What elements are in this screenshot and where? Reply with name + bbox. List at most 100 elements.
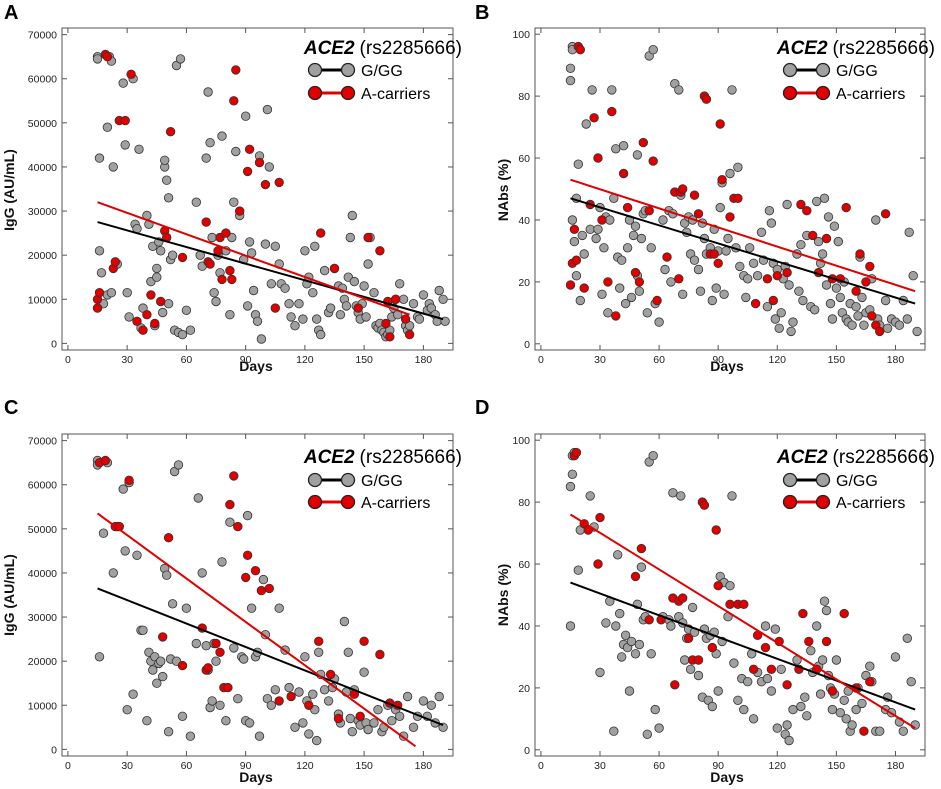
y-tick-label: 0 xyxy=(524,745,530,757)
point-gg xyxy=(597,289,607,300)
point-gg xyxy=(646,243,656,253)
point-a-carrier xyxy=(132,316,142,327)
point-gg xyxy=(229,197,239,207)
snp-id: (rs2285666) xyxy=(833,447,935,468)
x-axis-label: Days xyxy=(710,358,744,374)
point-gg xyxy=(648,45,658,55)
point-gg xyxy=(725,581,735,591)
point-a-carrier xyxy=(715,119,725,129)
point-gg xyxy=(831,655,842,665)
point-gg xyxy=(258,574,269,585)
point-gg xyxy=(605,215,615,225)
point-a-carrier xyxy=(229,96,239,106)
point-gg xyxy=(802,711,812,721)
legend-marker-a xyxy=(782,85,798,101)
point-a-carrier xyxy=(177,252,188,263)
point-gg xyxy=(727,491,737,501)
x-tick-label: 90 xyxy=(240,760,252,772)
point-gg xyxy=(312,735,322,746)
point-gg xyxy=(225,517,235,527)
point-gg xyxy=(191,638,202,649)
point-a-carrier xyxy=(385,332,395,342)
gene-name: ACE2 xyxy=(776,447,828,468)
point-gg xyxy=(298,314,308,324)
y-axis-label: IgG (AU/mL) xyxy=(1,149,17,231)
point-gg xyxy=(266,279,277,289)
legend-marker-a xyxy=(815,85,831,101)
point-gg xyxy=(96,268,107,278)
panel-b: B 0 30 60 90 120 150 180 0 20 40 60 80 100 Days NAbs… xyxy=(475,2,935,374)
x-tick-label: 180 xyxy=(887,354,905,366)
point-gg xyxy=(159,155,170,166)
point-a-carrier xyxy=(150,318,160,329)
point-a-carrier xyxy=(211,638,221,649)
point-gg xyxy=(579,249,589,259)
point-gg xyxy=(601,618,611,628)
point-a-carrier xyxy=(260,179,271,190)
point-gg xyxy=(262,104,273,115)
point-gg xyxy=(173,460,184,470)
point-gg xyxy=(599,243,609,253)
point-gg xyxy=(676,491,686,501)
point-gg xyxy=(177,711,188,722)
point-gg xyxy=(713,686,723,696)
point-gg xyxy=(585,224,595,235)
point-a-carrier xyxy=(270,303,281,313)
point-a-carrier xyxy=(766,664,777,675)
point-gg xyxy=(819,193,830,204)
point-gg xyxy=(823,212,834,222)
point-gg xyxy=(782,720,792,730)
legend-label-gg: G/GG xyxy=(836,63,878,80)
point-a-carrier xyxy=(717,174,727,185)
legend-title: ACE2 (rs2285666) xyxy=(303,38,462,59)
point-gg xyxy=(607,85,617,95)
legend-a: A-carriers xyxy=(307,85,430,103)
point-a-carrier xyxy=(138,325,148,335)
point-a-carrier xyxy=(155,296,166,307)
point-a-carrier xyxy=(589,113,599,123)
point-gg xyxy=(839,695,849,706)
x-tick-label: 0 xyxy=(65,760,71,772)
legend-marker-a xyxy=(782,494,798,510)
point-gg xyxy=(152,678,162,688)
point-gg xyxy=(161,175,172,185)
point-gg xyxy=(654,317,664,327)
point-gg xyxy=(857,292,867,303)
point-a-carrier xyxy=(333,713,344,724)
point-gg xyxy=(225,310,235,320)
point-a-carrier xyxy=(571,255,582,265)
panel-label: D xyxy=(475,397,489,419)
point-a-carrier xyxy=(157,632,168,642)
point-gg xyxy=(776,664,786,675)
point-gg xyxy=(827,314,838,324)
point-gg xyxy=(161,570,172,580)
point-a-carrier xyxy=(375,649,385,660)
point-gg xyxy=(812,621,822,631)
point-gg xyxy=(244,237,255,247)
point-a-carrier xyxy=(607,106,617,117)
point-gg xyxy=(426,700,437,711)
point-gg xyxy=(774,323,784,334)
point-gg xyxy=(617,652,627,662)
point-a-carrier xyxy=(391,294,401,305)
point-gg xyxy=(359,281,369,291)
point-gg xyxy=(286,312,296,322)
point-gg xyxy=(207,696,217,706)
point-gg xyxy=(812,196,822,207)
y-tick-label: 10000 xyxy=(28,700,57,712)
x-tick-label: 30 xyxy=(594,354,606,366)
point-a-carrier xyxy=(711,525,721,535)
point-gg xyxy=(256,334,267,344)
point-gg xyxy=(177,329,188,340)
point-gg xyxy=(585,491,595,501)
point-gg xyxy=(630,221,641,231)
point-gg xyxy=(138,625,148,636)
point-gg xyxy=(821,280,832,290)
point-gg xyxy=(880,295,891,306)
point-gg xyxy=(847,320,857,330)
point-gg xyxy=(615,283,625,293)
x-tick-label: 180 xyxy=(415,354,433,366)
point-gg xyxy=(290,321,300,331)
point-gg xyxy=(201,641,211,651)
point-gg xyxy=(316,329,326,340)
